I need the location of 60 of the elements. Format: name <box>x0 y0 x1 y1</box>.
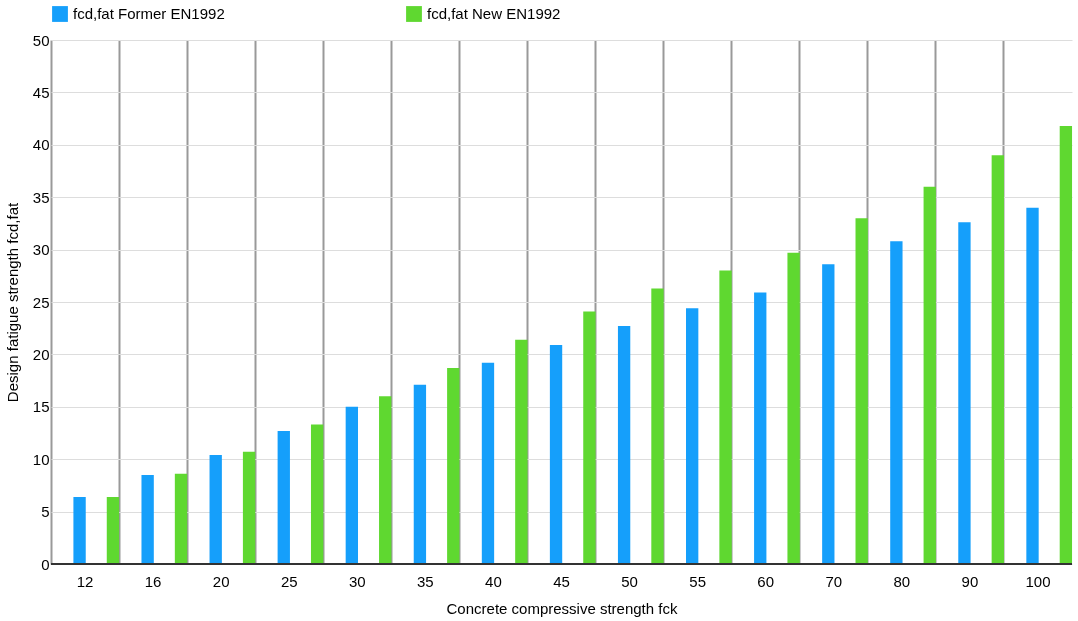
bar <box>787 252 800 564</box>
y-tick-label: 5 <box>41 503 50 521</box>
x-tick-label: 55 <box>689 572 706 590</box>
y-tick-label: 40 <box>32 136 50 154</box>
bar <box>991 155 1004 564</box>
bar <box>141 474 154 564</box>
bar <box>719 270 732 564</box>
bar <box>549 344 563 564</box>
x-tick-label: 90 <box>961 572 979 590</box>
y-axis-title: Design fatigue strength fcd,fat <box>3 202 21 403</box>
x-tick-label: 100 <box>1025 572 1051 590</box>
bar <box>174 473 188 564</box>
x-tick-label: 70 <box>825 572 843 590</box>
y-tick-label: 15 <box>32 398 50 416</box>
y-tick-label: 45 <box>32 83 50 101</box>
bar <box>379 396 392 564</box>
bar <box>958 222 971 564</box>
bar <box>617 326 631 564</box>
x-axis-title: Concrete compressive strength fck <box>446 599 678 617</box>
bar <box>923 186 936 564</box>
y-tick-label: 50 <box>32 31 50 49</box>
bar <box>209 455 222 564</box>
x-tick-label: 50 <box>621 572 638 590</box>
bar <box>855 218 868 564</box>
bar <box>686 308 699 564</box>
x-tick-label: 30 <box>348 572 366 590</box>
bar <box>583 311 596 564</box>
bar <box>822 264 835 564</box>
x-tick-label: 40 <box>485 572 502 590</box>
bar <box>1026 207 1039 564</box>
bar <box>310 424 324 564</box>
bar <box>754 292 767 564</box>
x-tick-label: 80 <box>893 572 911 590</box>
x-tick-label: 60 <box>757 572 775 590</box>
bar <box>515 339 528 564</box>
y-tick-label: 0 <box>41 555 50 573</box>
bar <box>890 241 903 564</box>
legend-label: fcd,fat New EN1992 <box>427 5 561 22</box>
bar <box>106 496 120 564</box>
bar <box>1059 125 1073 564</box>
y-tick-label: 20 <box>32 345 50 363</box>
y-tick-label: 25 <box>32 293 50 311</box>
bar <box>481 362 495 564</box>
y-tick-label: 30 <box>32 241 50 259</box>
bar <box>345 406 359 564</box>
legend-label: fcd,fat Former EN1992 <box>73 5 225 22</box>
y-tick-label: 35 <box>32 188 50 206</box>
x-tick-label: 20 <box>212 572 230 590</box>
bar <box>651 288 664 564</box>
bar <box>73 496 86 564</box>
x-tick-label: 12 <box>76 572 94 590</box>
x-tick-label: 35 <box>417 572 434 590</box>
bar <box>277 430 290 564</box>
y-tick-label: 10 <box>32 450 50 468</box>
x-tick-label: 16 <box>144 572 162 590</box>
x-tick-label: 45 <box>553 572 570 590</box>
bar <box>413 384 427 564</box>
bar <box>447 368 460 564</box>
x-tick-label: 25 <box>280 572 298 590</box>
bar <box>242 451 256 564</box>
